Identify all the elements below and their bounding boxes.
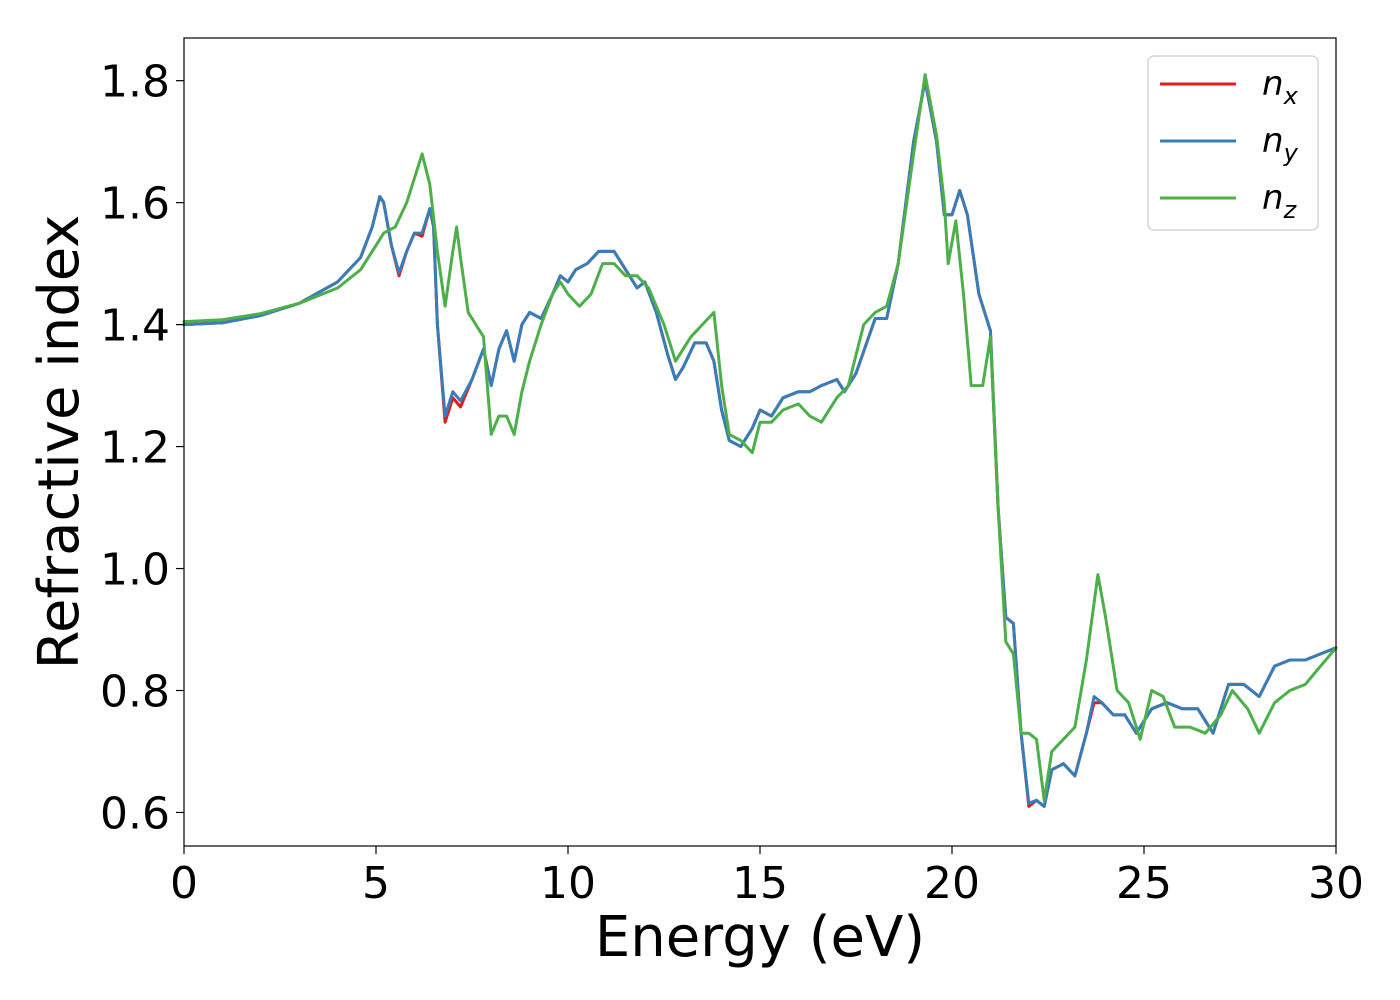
series-line-n-y	[182, 79, 1338, 808]
x-tick-label: 0	[170, 858, 198, 909]
y-tick-label: 0.6	[100, 788, 170, 839]
legend-label-n-y: ny	[1262, 121, 1299, 167]
y-tick-label: 0.8	[100, 666, 170, 717]
series-layer	[182, 73, 1338, 808]
x-tick-label: 15	[732, 858, 788, 909]
legend-label-n-x: nx	[1262, 64, 1299, 110]
y-axis-label: Refractive index	[27, 215, 92, 670]
series-line-n-z	[182, 73, 1338, 802]
legend-label-n-z: nz	[1262, 178, 1298, 224]
y-tick-label: 1.2	[100, 423, 170, 474]
x-axis: 0 5 10 15 20 25 30	[170, 846, 1364, 909]
legend: nx ny nz	[1147, 55, 1319, 231]
x-axis-label: Energy (eV)	[595, 905, 925, 970]
legend-box	[1147, 55, 1319, 231]
y-tick-label: 1.0	[100, 545, 170, 596]
y-tick-label: 1.8	[100, 57, 170, 108]
x-tick-label: 25	[1116, 858, 1172, 909]
x-tick-label: 10	[540, 858, 596, 909]
y-axis: 0.6 0.8 1.0 1.2 1.4 1.6 1.8	[100, 57, 184, 839]
x-tick-label: 5	[362, 858, 390, 909]
y-tick-label: 1.6	[100, 179, 170, 230]
y-tick-label: 1.4	[100, 301, 170, 352]
x-tick-label: 20	[924, 858, 980, 909]
x-tick-label: 30	[1308, 858, 1364, 909]
